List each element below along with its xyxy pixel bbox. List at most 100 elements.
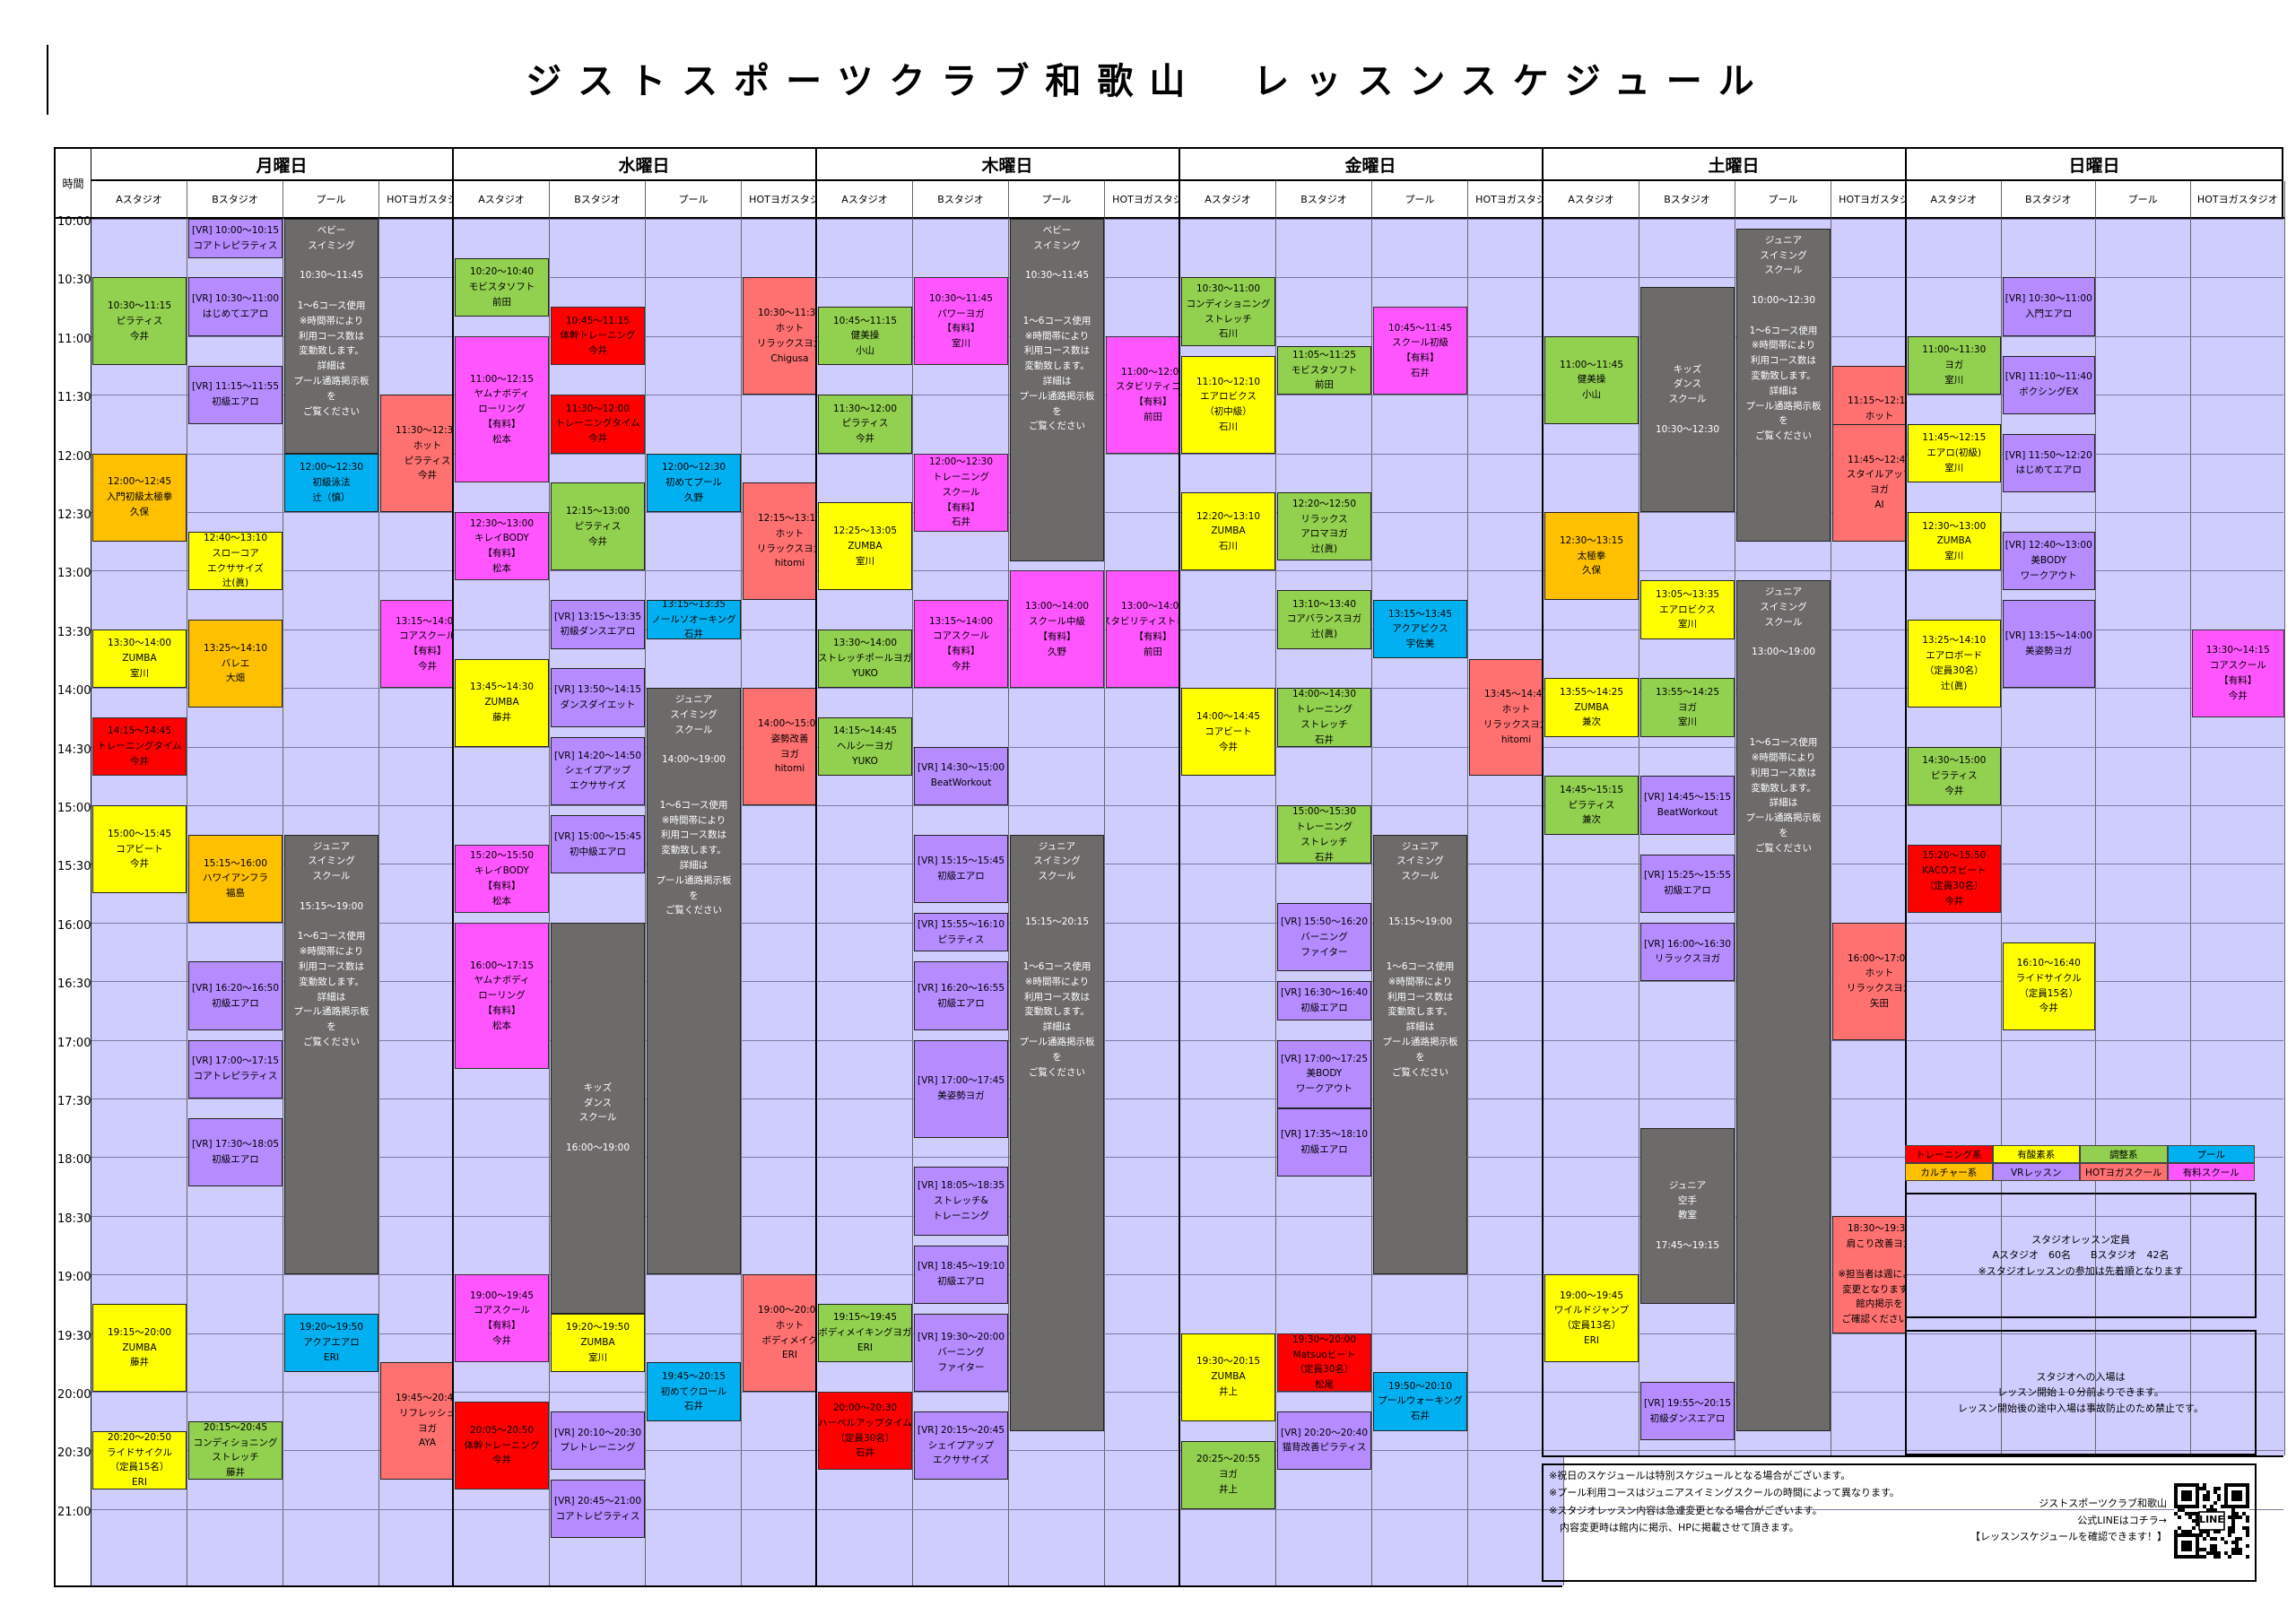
lesson-block[interactable]: [VR] 20:20～20:40 猫背改善ピラティス <box>1277 1411 1371 1471</box>
lesson-block[interactable]: 11:30～12:00 トレーニングタイム 今井 <box>551 395 645 454</box>
lesson-block[interactable]: 15:15～16:00 ハワイアンフラ 福島 <box>188 834 283 923</box>
lesson-block[interactable]: 15:20～15:50 キレイBODY 【有料】 松本 <box>455 844 549 913</box>
lesson-block[interactable]: [VR] 14:20～14:50 シェイプアップ エクササイズ <box>551 736 645 805</box>
lesson-block[interactable]: 13:05～13:35 エアロビクス 室川 <box>1640 580 1735 639</box>
lesson-block[interactable]: 13:30～14:15 コアスクール 【有料】 今井 <box>2191 629 2284 717</box>
lesson-block[interactable]: 19:30～20:00 Matsuoビート （定員30名） 松尾 <box>1277 1333 1371 1392</box>
lesson-block[interactable]: [VR] 13:50～14:15 ダンスダイエット <box>551 668 645 727</box>
lesson-block[interactable]: [VR] 11:10～11:40 ボクシングEX <box>2002 355 2095 414</box>
lesson-block[interactable]: 15:00～15:45 コアビート 今井 <box>92 805 187 894</box>
lesson-block[interactable]: 10:30～11:00 コンディショニング ストレッチ 石川 <box>1181 277 1275 346</box>
lesson-block[interactable]: 12:20～12:50 リラックス アロマヨガ 辻(眞) <box>1277 492 1371 561</box>
lesson-block[interactable]: 13:25～14:10 バレエ 大畑 <box>188 619 283 708</box>
lesson-block[interactable]: 12:30～13:00 キレイBODY 【有料】 松本 <box>455 512 549 581</box>
lesson-block[interactable]: [VR] 14:30～15:00 BeatWorkout <box>914 746 1008 805</box>
lesson-block[interactable]: [VR] 16:20～16:55 初級エアロ <box>914 961 1008 1030</box>
lesson-block[interactable]: 14:15～14:45 ヘルシーヨガ YUKO <box>818 716 912 777</box>
lesson-block[interactable]: [VR] 11:15～11:55 初級エアロ <box>188 365 283 424</box>
lesson-block[interactable]: 13:55～14:25 ZUMBA 兼次 <box>1544 678 1639 737</box>
lesson-block[interactable]: 19:45～20:15 初めてクロール 石井 <box>647 1362 741 1421</box>
lesson-block[interactable]: 10:30～11:15 ピラティス 今井 <box>92 277 187 366</box>
lesson-block[interactable]: [VR] 12:40～13:00 美BODY ワークアウト <box>2002 531 2095 591</box>
lesson-block[interactable]: 12:00～12:30 トレーニング スクール 【有料】 石井 <box>914 453 1008 532</box>
lesson-block[interactable]: 11:00～11:45 健美操 小山 <box>1544 335 1639 424</box>
lesson-block[interactable]: [VR] 17:00～17:25 美BODY ワークアウト <box>1277 1039 1371 1108</box>
lesson-block[interactable]: ジュニア スイミング スクール 10:00～12:30 1～6コース使用 ※時間帯によ… <box>1736 228 1831 542</box>
lesson-block[interactable]: ベビー スイミング 10:30～11:45 1～6コース使用 ※時間帯により 利用コー… <box>1010 219 1104 561</box>
lesson-block[interactable]: 12:15～13:00 ピラティス 今井 <box>551 482 645 571</box>
lesson-block[interactable]: 12:40～13:10 スローコア エクササイズ 辻(眞) <box>188 531 283 591</box>
lesson-block[interactable]: [VR] 14:45～15:15 BeatWorkout <box>1640 776 1735 835</box>
lesson-block[interactable]: 13:15～13:35 ノールソオーキング 石井 <box>647 600 741 639</box>
lesson-block[interactable]: [VR] 11:50～12:20 はじめてエアロ <box>2002 433 2095 493</box>
lesson-block[interactable]: 19:15～19:45 ボディメイキングヨガ ERI <box>818 1303 912 1363</box>
lesson-block[interactable]: 14:00～14:45 コアビート 今井 <box>1181 688 1275 777</box>
lesson-block[interactable]: [VR] 15:00～15:45 初中級エアロ <box>551 814 645 874</box>
lesson-block[interactable]: 14:30～15:00 ピラティス 今井 <box>1908 746 2001 805</box>
lesson-block[interactable]: ジュニア スイミング スクール 15:15～19:00 1～6コース使用 ※時間帯によ… <box>284 834 378 1275</box>
lesson-block[interactable]: 10:45～11:45 スクール初級 【有料】 石井 <box>1373 307 1467 395</box>
lesson-block[interactable]: 11:30～12:00 ピラティス 今井 <box>818 395 912 454</box>
lesson-block[interactable]: [VR] 16:30～16:40 初級エアロ <box>1277 981 1371 1020</box>
lesson-block[interactable]: 20:05～20:50 体幹トレーニング 今井 <box>455 1401 549 1489</box>
lesson-block[interactable]: ジュニア スイミング スクール 14:00～19:00 1～6コース使用 ※時間帯によ… <box>647 688 741 1275</box>
lesson-block[interactable]: 10:30～11:45 パワーヨガ 【有料】 室川 <box>914 277 1008 366</box>
lesson-block[interactable]: 20:25～20:55 ヨガ 井上 <box>1181 1440 1275 1509</box>
lesson-block[interactable]: 16:10～16:40 ライドサイクル （定員15名） 今井 <box>2002 942 2095 1030</box>
lesson-block[interactable]: [VR] 15:15～15:45 初級エアロ <box>914 834 1008 903</box>
lesson-block[interactable]: ジュニア スイミング スクール 13:00～19:00 1～6コース使用 ※時間帯によ… <box>1736 580 1831 1431</box>
lesson-block[interactable]: [VR] 19:55～20:15 初級ダンスエアロ <box>1640 1382 1735 1441</box>
lesson-block[interactable]: 12:20～13:10 ZUMBA 石川 <box>1181 492 1275 571</box>
lesson-block[interactable]: 11:05～11:25 モビスタソフト 前田 <box>1277 345 1371 395</box>
lesson-block[interactable]: 13:15～14:00 コアスクール 【有料】 今井 <box>914 600 1008 689</box>
lesson-block[interactable]: 15:00～15:30 トレーニング ストレッチ 石井 <box>1277 805 1371 864</box>
lesson-block[interactable]: [VR] 15:50～16:20 バーニング ファイター <box>1277 903 1371 972</box>
lesson-block[interactable]: [VR] 16:20～16:50 初級エアロ <box>188 961 283 1030</box>
lesson-block[interactable]: 19:20～19:50 アクアエアロ ERI <box>284 1313 378 1373</box>
lesson-block[interactable]: [VR] 20:10～20:30 プレトレーニング <box>551 1411 645 1471</box>
lesson-block[interactable]: [VR] 18:45～19:10 初級エアロ <box>914 1245 1008 1304</box>
lesson-block[interactable]: 15:20～15:50 KACOスビート （定員30名） 今井 <box>1908 844 2001 913</box>
lesson-block[interactable]: 14:15～14:45 トレーニングタイム 今井 <box>92 716 187 777</box>
lesson-block[interactable]: 13:30～14:00 ZUMBA 室川 <box>92 629 187 689</box>
lesson-block[interactable]: 20:00～20:30 ハーペルアップタイム （定員30名） 石井 <box>818 1392 912 1471</box>
lesson-block[interactable]: 13:30～14:00 ストレッチポールヨガ YUKO <box>818 629 912 689</box>
lesson-block[interactable]: [VR] 13:15～13:35 初級ダンスエアロ <box>551 600 645 649</box>
lesson-block[interactable]: 19:00～19:45 ワイルドジャンプ （定員13名） ERI <box>1544 1274 1639 1363</box>
lesson-block[interactable]: [VR] 16:00～16:30 リラックスヨガ <box>1640 922 1735 982</box>
lesson-block[interactable]: 19:30～20:15 ZUMBA 井上 <box>1181 1333 1275 1421</box>
lesson-block[interactable]: 11:45～12:15 エアロ(初級) 室川 <box>1908 423 2001 483</box>
lesson-block[interactable]: 13:10～13:40 コアバランスヨガ 辻(眞) <box>1277 590 1371 649</box>
lesson-block[interactable]: [VR] 10:30～11:00 入門エアロ <box>2002 277 2095 336</box>
lesson-block[interactable]: 11:10～12:10 エアロビクス （初中級） 石川 <box>1181 355 1275 454</box>
lesson-block[interactable]: ジュニア 空手 教室 17:45～19:15 <box>1640 1127 1735 1304</box>
lesson-block[interactable]: [VR] 10:00～10:15 コアトレピラティス <box>188 219 283 258</box>
lesson-block[interactable]: 12:00～12:30 初級泳法 辻（慎） <box>284 453 378 512</box>
lesson-block[interactable]: [VR] 10:30～11:00 はじめてエアロ <box>188 277 283 336</box>
lesson-block[interactable]: [VR] 17:35～18:10 初級エアロ <box>1277 1107 1371 1177</box>
lesson-block[interactable]: 12:30～13:00 ZUMBA 室川 <box>1908 512 2001 571</box>
lesson-block[interactable]: [VR] 18:05～18:35 ストレッチ& トレーニング <box>914 1167 1008 1236</box>
lesson-block[interactable]: [VR] 13:15～14:00 美姿勢ヨガ <box>2002 600 2095 689</box>
lesson-block[interactable]: 11:00～11:30 ヨガ 室川 <box>1908 335 2001 395</box>
lesson-block[interactable]: 10:45～11:15 健美操 小山 <box>818 307 912 366</box>
lesson-block[interactable]: キッズ ダンス スクール 10:30～12:30 <box>1640 287 1735 512</box>
lesson-block[interactable]: 13:25～14:10 エアロボード （定員30名） 辻(眞) <box>1908 619 2001 708</box>
lesson-block[interactable]: 12:00～12:30 初めてプール 久野 <box>647 453 741 512</box>
lesson-block[interactable]: 19:00～19:45 コアスクール 【有料】 今井 <box>455 1274 549 1363</box>
lesson-block[interactable]: 10:45～11:15 体幹トレーニング 今井 <box>551 307 645 366</box>
lesson-block[interactable]: 13:15～13:45 アクアビクス 宇佐美 <box>1373 600 1467 659</box>
lesson-block[interactable]: [VR] 15:25～15:55 初級エアロ <box>1640 854 1735 913</box>
lesson-block[interactable]: 12:25～13:05 ZUMBA 室川 <box>818 502 912 591</box>
lesson-block[interactable]: [VR] 17:00～17:15 コアトレピラティス <box>188 1039 283 1099</box>
lesson-block[interactable]: 20:20～20:50 ライドサイクル （定員15名） ERI <box>92 1430 187 1489</box>
lesson-block[interactable]: 19:50～20:10 プールウォーキング 石井 <box>1373 1372 1467 1431</box>
lesson-block[interactable]: [VR] 20:45～21:00 コアトレピラティス <box>551 1480 645 1539</box>
lesson-block[interactable]: 14:45～15:15 ピラティス 兼次 <box>1544 776 1639 835</box>
lesson-block[interactable]: 13:55～14:25 ヨガ 室川 <box>1640 678 1735 737</box>
lesson-block[interactable]: 19:15～20:00 ZUMBA 藤井 <box>92 1303 187 1392</box>
lesson-block[interactable]: 11:00～12:15 ヤムナボディ ローリング 【有料】 松本 <box>455 335 549 483</box>
lesson-block[interactable]: [VR] 17:30～18:05 初級エアロ <box>188 1117 283 1187</box>
lesson-block[interactable]: [VR] 20:15～20:45 シェイプアップ エクササイズ <box>914 1411 1008 1481</box>
line-qr-code-icon[interactable] <box>2174 1483 2249 1559</box>
